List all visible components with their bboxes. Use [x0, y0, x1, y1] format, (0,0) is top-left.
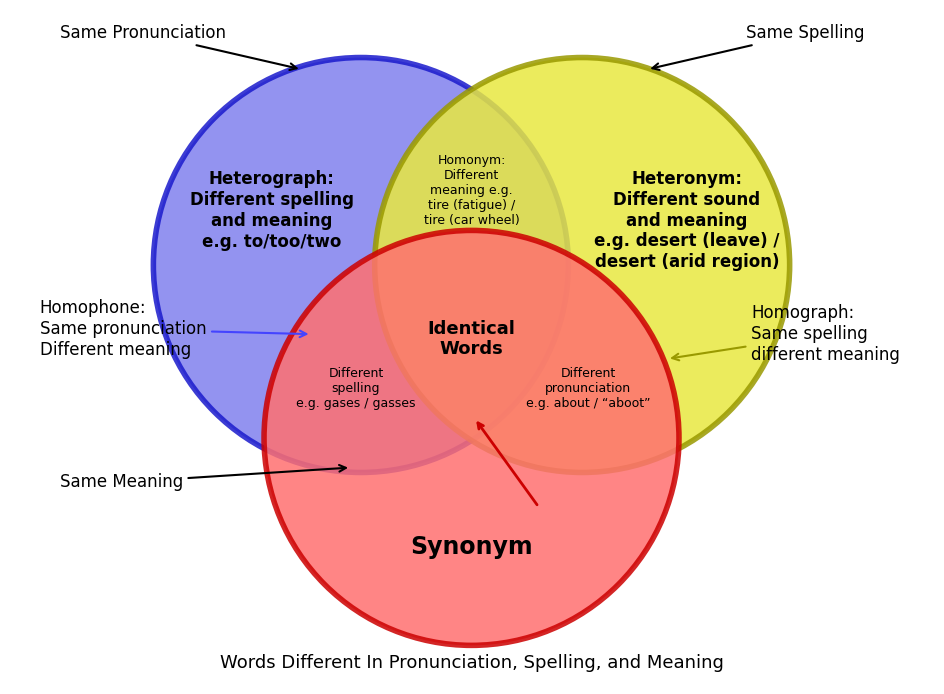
Circle shape — [264, 230, 679, 645]
Text: Heteronym:
Different sound
and meaning
e.g. desert (leave) /
desert (arid region: Heteronym: Different sound and meaning e… — [594, 170, 780, 271]
Circle shape — [153, 58, 568, 473]
Text: Same Meaning: Same Meaning — [59, 465, 346, 491]
Text: Homograph:
Same spelling
different meaning: Homograph: Same spelling different meani… — [672, 305, 900, 364]
Text: Different
pronunciation
e.g. about / “aboot”: Different pronunciation e.g. about / “ab… — [526, 367, 650, 410]
Text: Different
spelling
e.g. gases / gasses: Different spelling e.g. gases / gasses — [296, 367, 415, 410]
Text: Synonym: Synonym — [411, 534, 532, 559]
Text: Homonym:
Different
meaning e.g.
tire (fatigue) /
tire (car wheel): Homonym: Different meaning e.g. tire (fa… — [424, 154, 519, 228]
Text: Same Pronunciation: Same Pronunciation — [59, 24, 296, 70]
Text: Words Different In Pronunciation, Spelling, and Meaning: Words Different In Pronunciation, Spelli… — [220, 654, 723, 672]
Text: Same Spelling: Same Spelling — [652, 24, 865, 70]
Circle shape — [375, 58, 789, 473]
Text: Identical
Words: Identical Words — [428, 320, 515, 359]
Text: Homophone:
Same pronunciation
Different meaning: Homophone: Same pronunciation Different … — [40, 299, 307, 359]
Text: Heterograph:
Different spelling
and meaning
e.g. to/too/two: Heterograph: Different spelling and mean… — [190, 171, 354, 251]
